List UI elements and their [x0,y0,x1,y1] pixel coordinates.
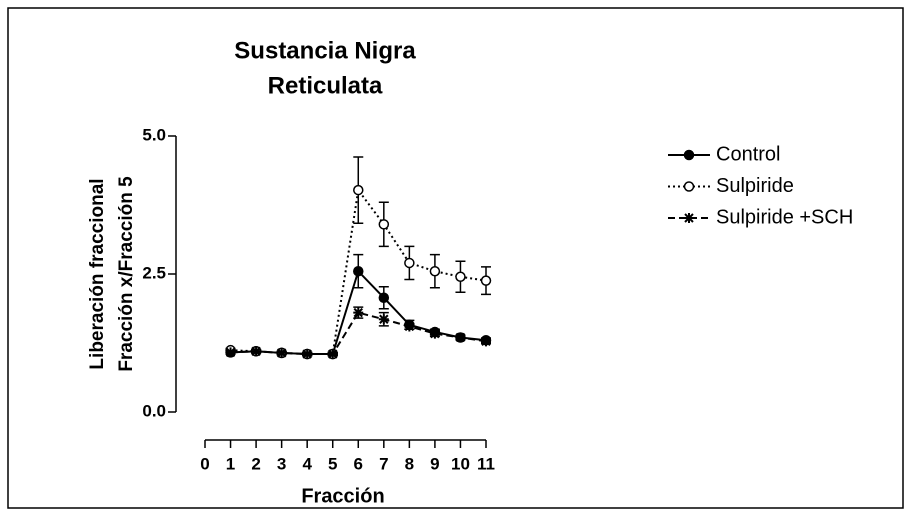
marker [327,349,338,360]
legend-label: Sulpiride [716,175,794,197]
x-tick-label: 6 [354,454,363,473]
marker [429,328,440,339]
frame [7,7,904,509]
legend-label: Sulpiride +SCH [716,206,853,228]
marker [378,219,390,230]
x-tick-label: 9 [430,454,439,473]
marker [302,349,313,360]
legend-marker [683,149,695,161]
x-tick-label: 3 [277,454,286,473]
legend-marker [684,213,694,223]
marker [378,292,390,303]
x-tick-label: 8 [405,454,414,473]
x-tick-label: 1 [226,454,235,473]
y-axis-label: Fracción x/Fracción 5 [116,176,137,372]
x-tick-label: 2 [251,454,260,473]
chart-title: Sustancia Nigra [234,37,416,64]
x-tick-label: 7 [379,454,388,473]
marker [429,265,441,277]
legend-label: Control [716,143,780,165]
marker [225,347,236,358]
marker [353,184,364,196]
marker [480,275,492,286]
marker [455,332,466,343]
x-axis-label: Fracción [301,485,384,507]
y-tick-label: 0.0 [142,401,166,420]
marker [251,346,262,357]
y-axis-label: Liberación fraccional [87,178,108,369]
legend-marker [683,181,695,192]
marker [276,347,287,358]
chart-title: Reticulata [268,72,383,99]
y-tick-label: 2.5 [142,263,166,282]
x-tick-label: 10 [451,454,470,473]
x-tick-label: 5 [328,454,337,473]
marker [404,321,415,332]
x-tick-label: 11 [477,454,495,473]
y-tick-label: 5.0 [142,125,166,144]
marker [353,265,364,277]
x-tick-label: 0 [200,454,209,473]
marker [481,336,491,347]
x-tick-label: 4 [302,454,312,473]
marker [455,271,466,283]
marker [378,314,389,325]
marker [353,307,364,318]
marker [404,257,415,269]
